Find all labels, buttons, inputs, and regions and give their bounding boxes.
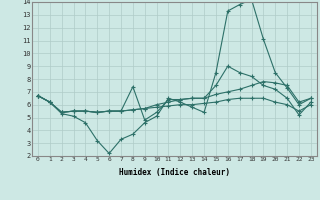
X-axis label: Humidex (Indice chaleur): Humidex (Indice chaleur) <box>119 168 230 177</box>
